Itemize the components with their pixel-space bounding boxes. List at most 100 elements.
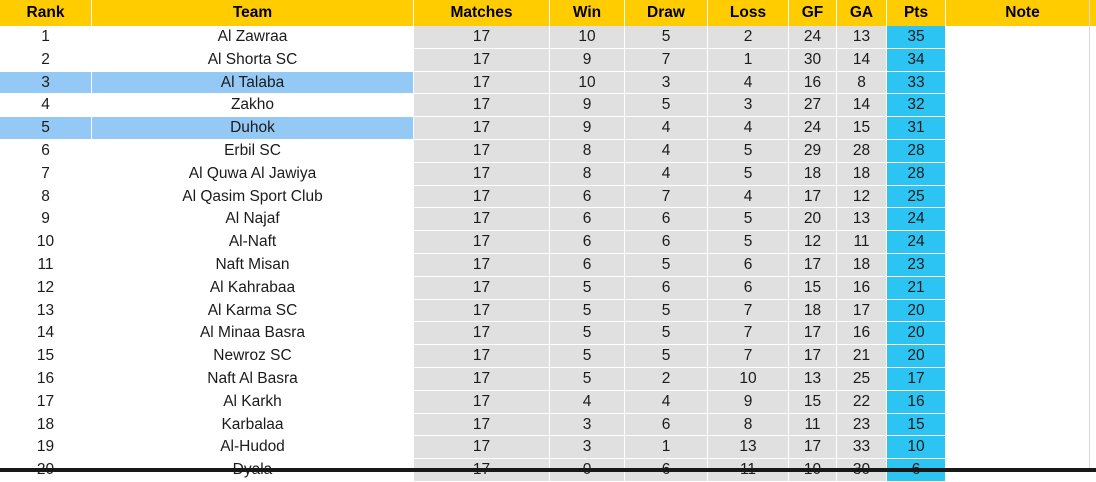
cell-gf: 15 bbox=[789, 390, 837, 413]
cell-ga: 16 bbox=[837, 276, 887, 299]
cell-matches: 17 bbox=[414, 26, 550, 48]
cell-team: Newroz SC bbox=[92, 345, 414, 368]
cell-win: 5 bbox=[550, 367, 625, 390]
cell-team: Karbalaa bbox=[92, 413, 414, 436]
cell-loss: 13 bbox=[708, 436, 789, 459]
cell-loss: 6 bbox=[708, 253, 789, 276]
cell-win: 8 bbox=[550, 139, 625, 162]
cell-ga: 23 bbox=[837, 413, 887, 436]
column-header-gf[interactable]: GF bbox=[789, 0, 837, 26]
cell-pts: 34 bbox=[887, 48, 946, 71]
cell-gf: 17 bbox=[789, 436, 837, 459]
cell-loss: 6 bbox=[708, 276, 789, 299]
cell-matches: 17 bbox=[414, 48, 550, 71]
cell-note bbox=[946, 276, 1096, 299]
cell-loss: 8 bbox=[708, 413, 789, 436]
cell-gf: 11 bbox=[789, 413, 837, 436]
cell-matches: 17 bbox=[414, 71, 550, 94]
cell-pts: 20 bbox=[887, 345, 946, 368]
cell-draw: 6 bbox=[625, 231, 708, 254]
cell-loss: 10 bbox=[708, 367, 789, 390]
cell-note bbox=[946, 367, 1096, 390]
cell-team: Al-Hudod bbox=[92, 436, 414, 459]
cell-pts: 25 bbox=[887, 185, 946, 208]
cell-team: Zakho bbox=[92, 94, 414, 117]
cell-gf: 15 bbox=[789, 276, 837, 299]
cell-win: 4 bbox=[550, 390, 625, 413]
cell-win: 3 bbox=[550, 436, 625, 459]
right-edge-rule bbox=[1089, 0, 1090, 468]
cell-ga: 33 bbox=[837, 436, 887, 459]
column-header-win[interactable]: Win bbox=[550, 0, 625, 26]
cell-ga: 18 bbox=[837, 162, 887, 185]
cell-win: 9 bbox=[550, 94, 625, 117]
cell-draw: 4 bbox=[625, 390, 708, 413]
cell-team: Naft Al Basra bbox=[92, 367, 414, 390]
cell-note bbox=[946, 117, 1096, 140]
cell-team: Al Quwa Al Jawiya bbox=[92, 162, 414, 185]
cell-pts: 24 bbox=[887, 208, 946, 231]
cell-rank: 11 bbox=[0, 253, 92, 276]
cell-matches: 17 bbox=[414, 413, 550, 436]
cell-pts: 28 bbox=[887, 139, 946, 162]
cell-rank: 1 bbox=[0, 26, 92, 48]
cell-ga: 8 bbox=[837, 71, 887, 94]
cell-ga: 25 bbox=[837, 367, 887, 390]
cell-win: 5 bbox=[550, 276, 625, 299]
cell-loss: 5 bbox=[708, 208, 789, 231]
cell-matches: 17 bbox=[414, 94, 550, 117]
cell-loss: 2 bbox=[708, 26, 789, 48]
cell-rank: 3 bbox=[0, 71, 92, 94]
column-header-rank[interactable]: Rank bbox=[0, 0, 92, 26]
cell-ga: 28 bbox=[837, 139, 887, 162]
cell-team: Al Karkh bbox=[92, 390, 414, 413]
cell-note bbox=[946, 48, 1096, 71]
cell-gf: 17 bbox=[789, 345, 837, 368]
column-header-loss[interactable]: Loss bbox=[708, 0, 789, 26]
cell-rank: 6 bbox=[0, 139, 92, 162]
cell-win: 3 bbox=[550, 413, 625, 436]
cell-rank: 9 bbox=[0, 208, 92, 231]
column-header-pts[interactable]: Pts bbox=[887, 0, 946, 26]
column-header-ga[interactable]: GA bbox=[837, 0, 887, 26]
cell-loss: 3 bbox=[708, 94, 789, 117]
cell-loss: 7 bbox=[708, 345, 789, 368]
cell-pts: 16 bbox=[887, 390, 946, 413]
column-header-note[interactable]: Note bbox=[946, 0, 1096, 26]
cell-rank: 8 bbox=[0, 185, 92, 208]
cell-rank: 2 bbox=[0, 48, 92, 71]
column-header-team[interactable]: Team bbox=[92, 0, 414, 26]
cell-loss: 5 bbox=[708, 139, 789, 162]
cell-pts: 33 bbox=[887, 71, 946, 94]
cell-win: 10 bbox=[550, 26, 625, 48]
column-header-matches[interactable]: Matches bbox=[414, 0, 550, 26]
cell-team: Erbil SC bbox=[92, 139, 414, 162]
cell-pts: 21 bbox=[887, 276, 946, 299]
cell-win: 5 bbox=[550, 322, 625, 345]
cell-loss: 9 bbox=[708, 390, 789, 413]
cell-matches: 17 bbox=[414, 231, 550, 254]
column-header-draw[interactable]: Draw bbox=[625, 0, 708, 26]
cell-matches: 17 bbox=[414, 345, 550, 368]
